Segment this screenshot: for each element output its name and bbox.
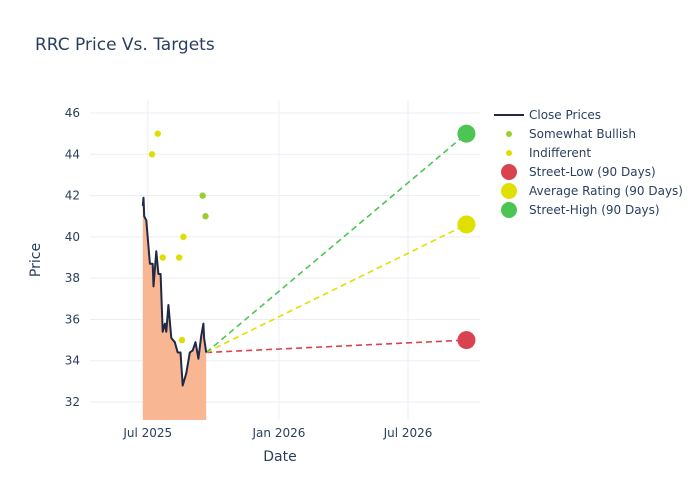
x-axis-label: Date xyxy=(263,449,296,465)
target-line xyxy=(205,133,467,354)
y-tick-label: 36 xyxy=(65,312,80,326)
close-price-area xyxy=(142,197,207,420)
rating-point xyxy=(175,254,183,261)
y-tick-label: 32 xyxy=(65,395,80,409)
target-point xyxy=(457,124,476,143)
target-point xyxy=(457,215,476,234)
y-tick-label: 38 xyxy=(65,271,80,285)
legend-marker-icon xyxy=(501,183,517,199)
y-tick-label: 44 xyxy=(65,147,80,161)
target-line xyxy=(206,339,467,354)
legend-marker-icon xyxy=(506,150,512,156)
y-axis-label: Price xyxy=(28,243,44,277)
y-tick-label: 46 xyxy=(65,106,80,120)
legend-item-label[interactable]: Street-High (90 Days) xyxy=(529,203,660,217)
x-tick-label: Jul 2026 xyxy=(383,426,433,440)
legend-item-label[interactable]: Street-Low (90 Days) xyxy=(529,165,656,179)
close-price-line xyxy=(141,196,208,387)
rating-point xyxy=(199,192,206,199)
legend-item-label[interactable]: Somewhat Bullish xyxy=(529,127,636,141)
chart-title: RRC Price Vs. Targets xyxy=(35,35,215,55)
legend-item-label[interactable]: Close Prices xyxy=(529,108,601,122)
target-line xyxy=(205,223,467,354)
plot-area xyxy=(141,124,476,420)
rating-point xyxy=(159,254,166,261)
target-point xyxy=(457,331,476,350)
legend-item-label[interactable]: Average Rating (90 Days) xyxy=(529,184,683,198)
legend-item-label[interactable]: Indifferent xyxy=(529,146,591,160)
y-tick-label: 34 xyxy=(65,354,80,368)
x-tick-label: Jul 2025 xyxy=(122,426,172,440)
rating-point xyxy=(202,213,209,220)
rating-point xyxy=(178,336,186,344)
legend[interactable]: Close Prices Somewhat Bullish Indifferent S… xyxy=(494,108,683,218)
rating-point xyxy=(180,233,187,241)
axes: 32 34 36 38 40 42 44 46 Jul 2025 Jan 2026 Jul 2026 xyxy=(65,106,433,440)
legend-marker-icon xyxy=(506,131,512,137)
legend-marker-icon xyxy=(501,202,517,218)
legend-marker-icon xyxy=(501,164,517,180)
x-tick-label: Jan 2026 xyxy=(252,426,306,440)
y-tick-label: 42 xyxy=(65,189,80,203)
rating-point xyxy=(148,151,156,158)
rating-point xyxy=(154,130,161,137)
y-tick-label: 40 xyxy=(65,230,80,244)
